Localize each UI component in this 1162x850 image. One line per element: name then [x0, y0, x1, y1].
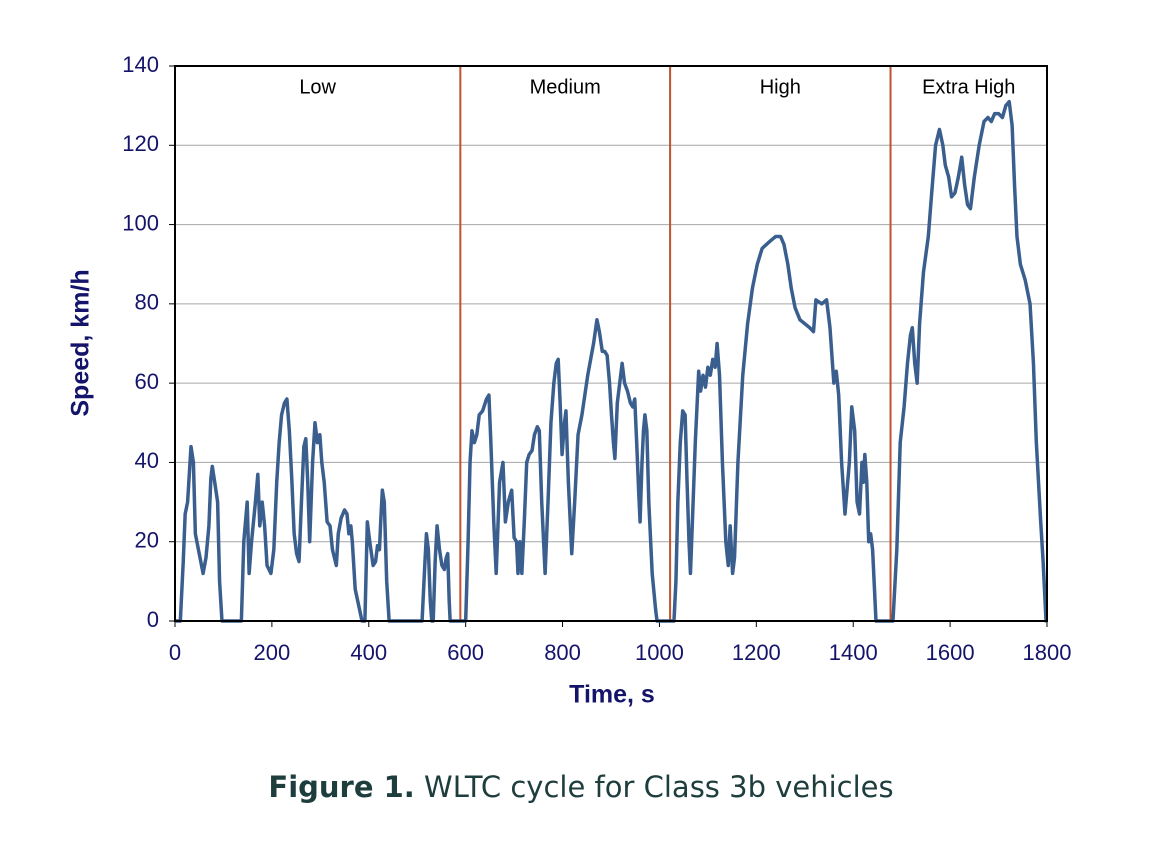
phase-label: Medium	[530, 76, 601, 98]
phase-label: Low	[299, 76, 336, 98]
y-tick-label: 140	[122, 52, 159, 77]
y-tick-label: 40	[135, 448, 159, 473]
y-tick-label: 60	[135, 369, 159, 394]
y-tick-label: 100	[122, 210, 159, 235]
x-tick-label: 1200	[732, 640, 781, 665]
y-tick-label: 0	[147, 607, 159, 632]
y-tick-label: 20	[135, 528, 159, 553]
x-axis-label: Time, s	[569, 681, 655, 709]
x-tick-label: 1600	[926, 640, 975, 665]
x-tick-label: 0	[169, 640, 181, 665]
x-tick-label: 1800	[1023, 640, 1072, 665]
caption-text: WLTC cycle for Class 3b vehicles	[424, 770, 894, 804]
x-tick-label: 600	[447, 640, 484, 665]
y-axis-label: Speed, km/h	[67, 269, 95, 416]
y-tick-label: 80	[135, 290, 159, 315]
phase-label: High	[760, 76, 801, 98]
caption: Figure 1. WLTC cycle for Class 3b vehicl…	[0, 770, 1162, 804]
x-tick-label: 1000	[635, 640, 684, 665]
speed-line	[175, 99, 1048, 623]
x-tick-label: 200	[254, 640, 291, 665]
x-tick-label: 400	[350, 640, 387, 665]
caption-label: Figure 1.	[268, 770, 415, 804]
plot-frame	[174, 65, 1048, 622]
x-tick-label: 1400	[829, 640, 878, 665]
x-tick-label: 800	[544, 640, 581, 665]
phase-label: Extra High	[922, 76, 1015, 98]
y-tick-label: 120	[122, 131, 159, 156]
